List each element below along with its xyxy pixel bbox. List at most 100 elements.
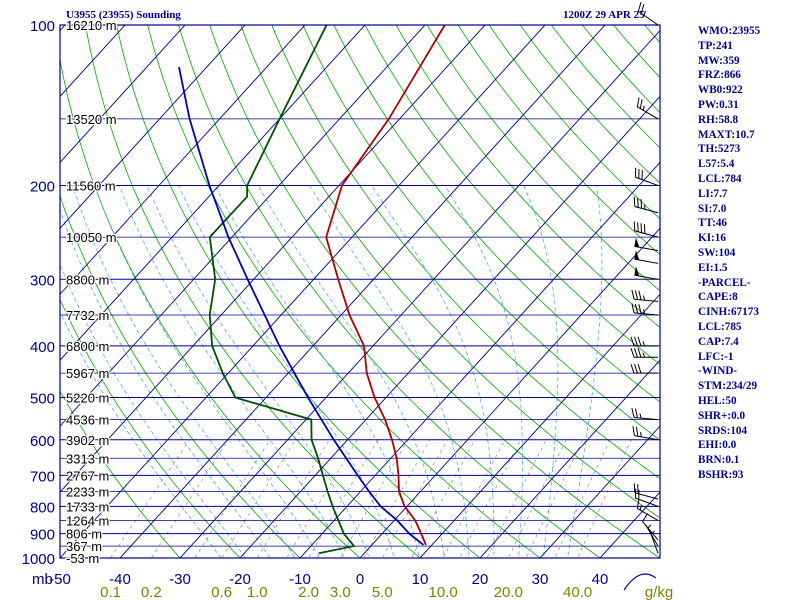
index-item: LI:7.7 bbox=[698, 187, 728, 200]
wind-barb bbox=[634, 237, 659, 252]
height-label: 10050 m bbox=[66, 230, 117, 245]
mixing-ratio-label: 5.0 bbox=[372, 584, 393, 600]
height-label: 5220 m bbox=[66, 391, 109, 406]
height-label: 1733 m bbox=[66, 499, 109, 514]
mixing-ratio-label: 2.0 bbox=[298, 584, 319, 600]
mixing-ratio-line bbox=[194, 439, 271, 558]
isotherm bbox=[239, 95, 660, 558]
temperature-line bbox=[325, 25, 446, 546]
moist-adiabat bbox=[60, 208, 271, 558]
height-label: 3902 m bbox=[66, 433, 109, 448]
isotherm bbox=[119, 25, 606, 558]
index-item: CAPE:8 bbox=[698, 291, 738, 304]
temperature-tick-label: 40 bbox=[592, 571, 609, 588]
height-label: 2233 m bbox=[66, 484, 109, 499]
wind-barb bbox=[632, 426, 659, 441]
isotherm bbox=[60, 25, 426, 427]
wind-barb bbox=[631, 408, 659, 421]
temperature-tick-label: 20 bbox=[472, 571, 489, 588]
index-item: L57:5.4 bbox=[698, 158, 735, 171]
height-label: -53 m bbox=[66, 551, 99, 566]
mixing-ratio-line bbox=[577, 439, 632, 558]
isotherm bbox=[60, 25, 366, 361]
wind-barb bbox=[633, 197, 659, 214]
moist-adiabat bbox=[567, 185, 603, 558]
isotherm bbox=[359, 227, 660, 558]
wind-barb bbox=[634, 250, 659, 264]
pressure-tick-label: 700 bbox=[30, 468, 55, 485]
height-label: 1264 m bbox=[66, 513, 109, 528]
dry-adiabat bbox=[240, 25, 660, 519]
dry-adiabat bbox=[85, 25, 421, 558]
wind-barb bbox=[630, 336, 658, 347]
dry-adiabat bbox=[426, 25, 660, 292]
dry-adiabat bbox=[60, 390, 181, 558]
mixing-ratio-line bbox=[507, 439, 567, 558]
wind-barb bbox=[642, 513, 659, 541]
index-item: TH:5273 bbox=[698, 143, 741, 156]
mixing-ratio-line bbox=[256, 439, 330, 558]
moist-adiabat bbox=[60, 263, 247, 558]
wind-barb bbox=[630, 364, 658, 374]
mixing-ratio-line bbox=[410, 439, 476, 558]
index-item: LFC:-1 bbox=[698, 350, 734, 363]
pressure-tick-label: 800 bbox=[30, 499, 55, 516]
dry-adiabat bbox=[395, 25, 660, 329]
mixing-ratio-label: 3.0 bbox=[330, 584, 351, 600]
wind-barb bbox=[637, 1, 659, 26]
height-label: 2767 m bbox=[66, 468, 109, 483]
index-item: LCL:784 bbox=[698, 172, 742, 185]
sounding-time: 1200Z 29 APR 25 bbox=[563, 9, 645, 21]
mixing-ratio-label: 0.2 bbox=[141, 584, 162, 600]
wind-barb bbox=[636, 97, 659, 120]
mixing-ratio-unit: g/kg bbox=[645, 584, 673, 600]
height-label: 8800 m bbox=[66, 272, 109, 287]
pressure-tick-label: 400 bbox=[30, 339, 55, 356]
wind-barb bbox=[633, 483, 659, 500]
dry-adiabat bbox=[60, 298, 241, 558]
mixing-ratio-line bbox=[221, 439, 296, 558]
index-item: CAP:7.4 bbox=[698, 335, 739, 348]
mixing-ratio-line bbox=[308, 439, 379, 558]
moist-adiabat bbox=[371, 185, 495, 558]
wind-barb bbox=[631, 289, 659, 302]
height-label: 7732 m bbox=[66, 308, 109, 323]
height-label: 5967 m bbox=[66, 366, 109, 381]
dry-adiabat bbox=[271, 25, 660, 480]
moist-adiabat bbox=[523, 185, 559, 558]
temperature-tick-label: 0 bbox=[356, 571, 364, 588]
index-item: -PARCEL- bbox=[698, 276, 751, 289]
plot-frame bbox=[59, 24, 661, 559]
temperature-tick-label: -20 bbox=[229, 571, 251, 588]
dry-adiabat bbox=[333, 25, 660, 403]
isotherm bbox=[539, 425, 660, 558]
isotherm bbox=[60, 25, 186, 164]
wind-barbs bbox=[630, 1, 659, 554]
isotherm bbox=[479, 359, 660, 558]
background-lines bbox=[60, 25, 660, 558]
wind-barb bbox=[630, 348, 658, 358]
index-item: -WIND- bbox=[698, 365, 738, 378]
index-item: STM:234/29 bbox=[698, 380, 758, 393]
height-label: 806 m bbox=[66, 527, 102, 542]
mixing-ratio-line bbox=[339, 439, 409, 558]
isotherm bbox=[60, 25, 546, 558]
wind-barb bbox=[634, 266, 659, 280]
mixing-ratio-label: 40.0 bbox=[563, 584, 592, 600]
temperature-tick-label: -30 bbox=[169, 571, 191, 588]
temperature-tick-label: -10 bbox=[289, 571, 311, 588]
pressure-tick-label: 300 bbox=[30, 272, 55, 289]
index-item: RH:58.8 bbox=[698, 113, 739, 126]
index-item: WB0:922 bbox=[698, 84, 743, 97]
index-item: HEL:50 bbox=[698, 394, 737, 407]
dry-adiabat bbox=[457, 25, 660, 256]
mixing-ratio-line bbox=[459, 439, 522, 558]
moist-adiabat bbox=[72, 185, 296, 558]
wind-barb bbox=[633, 221, 659, 238]
dry-adiabat bbox=[178, 25, 601, 558]
temperature-tick-label: 10 bbox=[412, 571, 429, 588]
plot-background bbox=[60, 25, 660, 558]
dry-adiabat bbox=[364, 25, 660, 366]
